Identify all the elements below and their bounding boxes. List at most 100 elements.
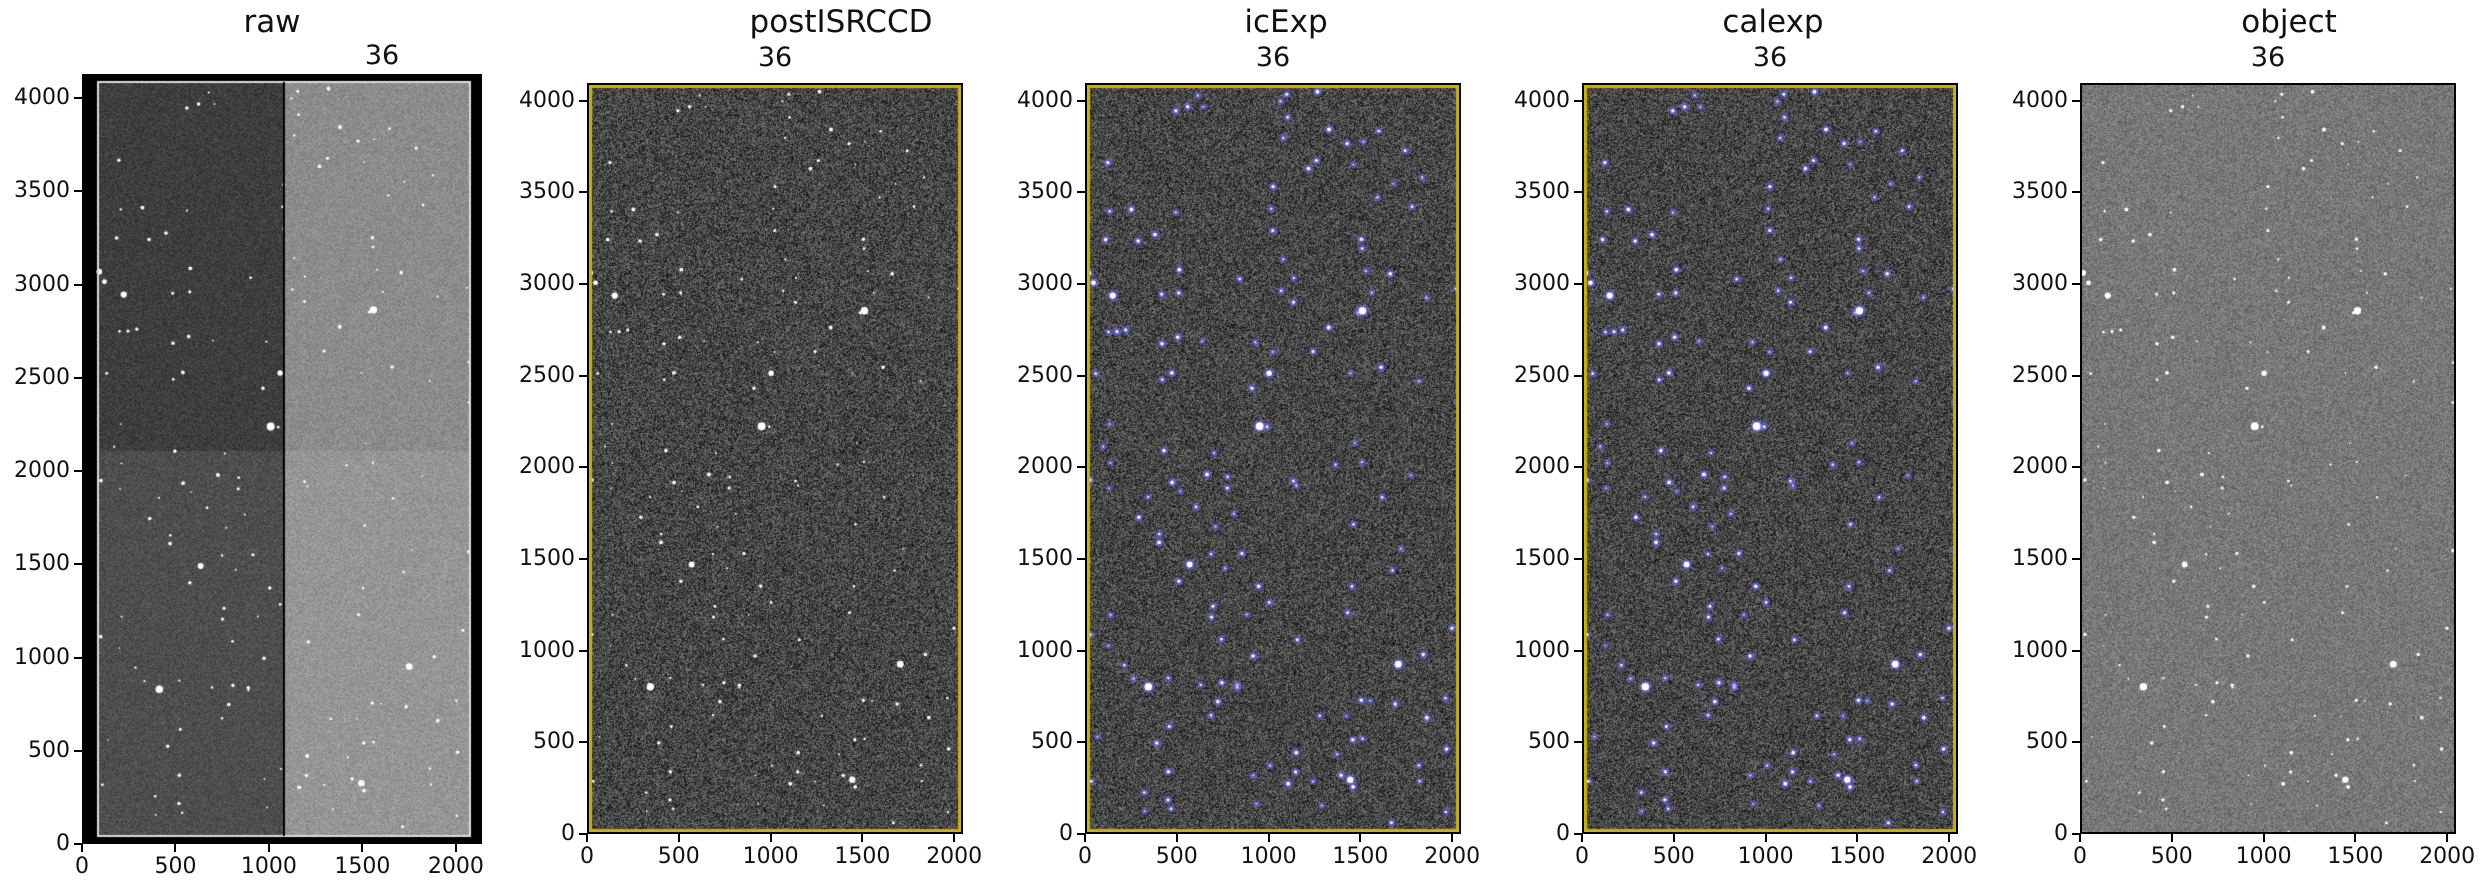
image-plot bbox=[1085, 83, 1461, 834]
y-tick-mark bbox=[579, 466, 587, 469]
y-tick-label: 3500 bbox=[1514, 179, 1570, 205]
x-tick-mark bbox=[1581, 834, 1583, 842]
x-tick-mark bbox=[1084, 834, 1086, 842]
x-tick-label: 1500 bbox=[834, 844, 891, 869]
y-tick-label: 2500 bbox=[1514, 362, 1570, 388]
y-tick-label: 0 bbox=[1556, 821, 1570, 846]
y-tick-mark bbox=[579, 282, 587, 285]
y-tick-label: 2500 bbox=[519, 362, 575, 388]
x-tick-mark bbox=[1267, 834, 1270, 842]
x-tick-label: 500 bbox=[1652, 844, 1695, 869]
x-tick-label: 2000 bbox=[2419, 844, 2476, 869]
y-tick-mark bbox=[1574, 833, 1582, 835]
image-canvas bbox=[589, 85, 961, 832]
y-tick-mark bbox=[579, 741, 587, 744]
x-tick-label: 2000 bbox=[1921, 844, 1978, 869]
y-tick-mark bbox=[2072, 741, 2080, 744]
panel-title: postISRCCD bbox=[749, 4, 933, 40]
y-tick-mark bbox=[1077, 466, 1085, 469]
x-tick-mark bbox=[454, 844, 457, 852]
y-tick-mark bbox=[1077, 741, 1085, 744]
x-tick-label: 500 bbox=[1155, 844, 1198, 869]
x-tick-mark bbox=[2170, 834, 2173, 842]
x-tick-mark bbox=[174, 844, 177, 852]
x-tick-label: 2000 bbox=[427, 854, 484, 879]
y-tick-mark bbox=[74, 283, 82, 286]
x-tick-mark bbox=[2446, 834, 2449, 842]
y-tick-mark bbox=[2072, 282, 2080, 285]
y-tick-label: 1500 bbox=[519, 545, 575, 571]
y-tick-label: 1500 bbox=[1017, 545, 1073, 571]
y-tick-mark bbox=[579, 649, 587, 652]
y-tick-label: 3000 bbox=[1514, 270, 1570, 296]
y-tick-label: 2500 bbox=[2012, 362, 2068, 388]
x-tick-label: 1000 bbox=[1240, 844, 1297, 869]
y-tick-label: 3500 bbox=[14, 178, 70, 204]
x-tick-mark bbox=[769, 834, 772, 842]
image-plot bbox=[1582, 83, 1958, 834]
panel-subtitle: 36 bbox=[2250, 42, 2286, 73]
x-tick-label: 0 bbox=[75, 854, 89, 879]
x-tick-mark bbox=[1856, 834, 1859, 842]
y-tick-mark bbox=[74, 376, 82, 379]
x-tick-label: 1500 bbox=[2327, 844, 2384, 869]
image-plot bbox=[2080, 83, 2456, 834]
y-tick-mark bbox=[74, 190, 82, 193]
y-tick-label: 2000 bbox=[14, 458, 70, 484]
x-tick-mark bbox=[953, 834, 956, 842]
y-tick-mark bbox=[1077, 557, 1085, 560]
panel-subtitle: 36 bbox=[1255, 42, 1291, 73]
y-tick-label: 500 bbox=[2026, 729, 2068, 755]
x-tick-label: 1000 bbox=[742, 844, 799, 869]
y-tick-mark bbox=[1077, 649, 1085, 652]
y-tick-label: 500 bbox=[28, 737, 70, 763]
y-tick-label: 1500 bbox=[2012, 545, 2068, 571]
y-tick-mark bbox=[1077, 99, 1085, 102]
y-tick-mark bbox=[1574, 282, 1582, 285]
y-tick-mark bbox=[1077, 191, 1085, 194]
y-tick-mark bbox=[2072, 557, 2080, 560]
y-tick-mark bbox=[74, 470, 82, 473]
x-tick-mark bbox=[861, 834, 864, 842]
y-tick-mark bbox=[1077, 374, 1085, 377]
y-tick-label: 2500 bbox=[14, 364, 70, 390]
y-tick-label: 2000 bbox=[2012, 454, 2068, 480]
panel-subtitle: 36 bbox=[364, 40, 400, 71]
y-tick-mark bbox=[579, 191, 587, 194]
y-tick-label: 4000 bbox=[14, 85, 70, 111]
y-tick-label: 500 bbox=[1031, 729, 1073, 755]
y-tick-mark bbox=[1574, 557, 1582, 560]
panel-subtitle: 36 bbox=[1752, 42, 1788, 73]
y-tick-label: 4000 bbox=[2012, 87, 2068, 113]
y-tick-mark bbox=[1077, 833, 1085, 835]
y-tick-label: 3000 bbox=[14, 271, 70, 297]
x-tick-mark bbox=[1451, 834, 1454, 842]
y-tick-label: 3500 bbox=[519, 179, 575, 205]
x-tick-mark bbox=[586, 834, 588, 842]
y-tick-mark bbox=[579, 99, 587, 102]
y-tick-label: 4000 bbox=[1017, 87, 1073, 113]
y-tick-mark bbox=[2072, 833, 2080, 835]
image-canvas bbox=[2082, 85, 2454, 832]
x-tick-label: 1000 bbox=[240, 854, 297, 879]
y-tick-label: 3500 bbox=[2012, 179, 2068, 205]
y-tick-label: 1500 bbox=[14, 551, 70, 577]
y-tick-mark bbox=[1574, 99, 1582, 102]
x-tick-label: 1000 bbox=[1737, 844, 1794, 869]
image-plot bbox=[587, 83, 963, 834]
y-tick-label: 2000 bbox=[1514, 454, 1570, 480]
image-plot bbox=[82, 74, 482, 844]
y-tick-mark bbox=[2072, 99, 2080, 102]
x-tick-label: 500 bbox=[2150, 844, 2193, 869]
panel-title: calexp bbox=[1722, 4, 1824, 40]
x-tick-mark bbox=[1359, 834, 1362, 842]
y-tick-mark bbox=[579, 557, 587, 560]
y-tick-mark bbox=[74, 656, 82, 659]
y-tick-mark bbox=[1077, 282, 1085, 285]
y-tick-label: 0 bbox=[2054, 821, 2068, 846]
x-tick-mark bbox=[361, 844, 364, 852]
y-tick-label: 1000 bbox=[1017, 637, 1073, 663]
